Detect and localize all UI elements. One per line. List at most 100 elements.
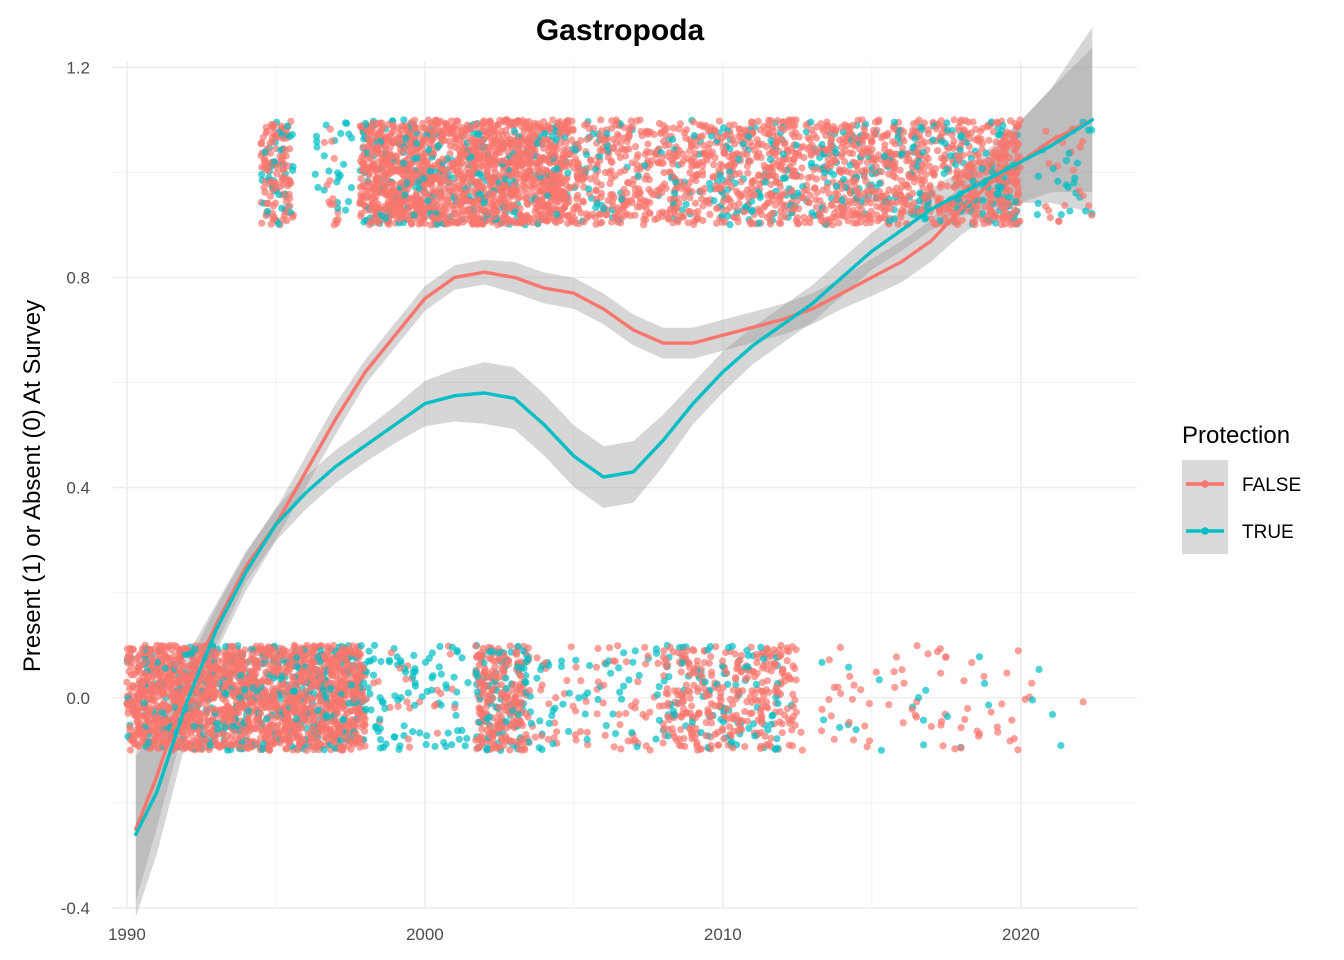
point-true [629,658,637,666]
point-true [436,642,444,651]
point-false [885,701,893,709]
point-true [431,742,439,751]
point-true [461,742,469,750]
point-false [707,653,715,661]
point-false [951,745,959,753]
point-false [641,643,649,652]
point-false [403,698,411,706]
point-false [891,140,899,148]
point-false [932,220,940,229]
point-false [572,181,580,189]
point-false [1011,146,1019,154]
point-true [435,663,443,671]
point-false [818,705,826,714]
point-true [463,734,471,743]
point-false [659,739,667,747]
point-true [1082,207,1090,215]
point-false [678,699,686,707]
point-false [506,642,514,650]
point-false [582,697,590,706]
point-false [295,677,303,686]
point-false [994,728,1002,736]
point-false [434,215,442,223]
point-false [750,176,758,184]
point-false [586,163,594,171]
point-true [1065,149,1073,157]
point-true [259,740,267,748]
point-false [899,719,907,727]
point-false [943,182,951,190]
point-false [900,679,908,687]
point-true [975,653,984,661]
point-false [622,658,631,666]
point-false [978,139,987,147]
point-false [754,117,762,125]
point-true [428,649,436,657]
point-false [886,205,894,213]
point-false [137,719,145,727]
point-false [374,677,382,686]
point-false [273,169,281,177]
point-false [608,174,616,182]
point-false [806,191,814,200]
point-true [376,715,384,723]
point-true [313,138,321,146]
point-false [688,730,696,738]
point-false [628,159,637,167]
point-false [1014,746,1022,754]
point-true [409,668,417,676]
point-false [689,118,698,126]
point-false [857,686,865,694]
point-true [311,170,319,178]
point-false [812,175,821,183]
point-true [1034,172,1042,180]
point-true [611,730,620,738]
point-false [442,219,450,227]
point-false [590,124,598,133]
point-true [418,693,426,701]
point-false [702,719,710,727]
point-false [613,130,622,139]
point-false [913,642,921,650]
point-false [506,746,514,754]
point-true [458,726,466,735]
point-false [686,694,694,702]
point-false [821,206,829,214]
point-true [502,684,511,692]
point-false [776,183,784,191]
point-false [326,125,334,133]
point-true [381,704,389,713]
point-false [755,180,764,188]
point-true [615,664,623,672]
point-false [924,155,932,163]
point-true [533,674,541,682]
point-false [968,659,976,667]
point-false [572,663,580,671]
point-false [349,662,358,670]
point-false [926,182,934,190]
point-true [347,184,355,192]
point-false [642,660,650,668]
point-true [628,729,636,737]
point-false [599,699,607,707]
jittered-points [123,116,1096,755]
point-false [957,724,965,732]
confidence-bands [135,27,1093,917]
point-false [760,692,768,700]
point-true [320,152,328,160]
point-false [754,205,762,213]
point-true [1049,164,1057,173]
point-true [336,171,344,179]
point-true [325,167,333,175]
point-true [337,129,345,138]
point-true [769,711,777,719]
point-true [807,118,815,126]
point-false [1079,192,1087,200]
point-false [707,742,715,750]
point-false [597,116,605,124]
point-false [330,154,338,163]
point-false [509,686,517,694]
point-true [625,676,633,684]
point-true [425,654,433,662]
